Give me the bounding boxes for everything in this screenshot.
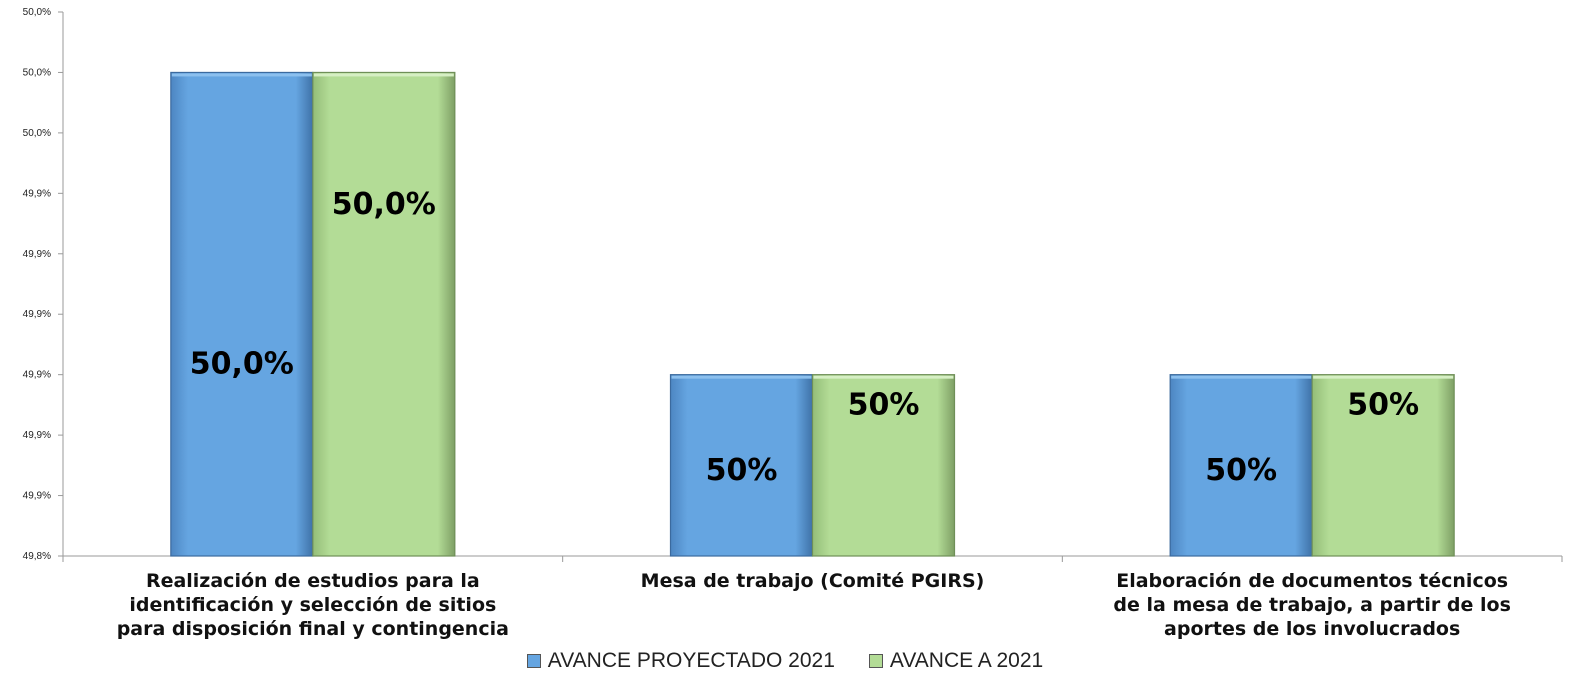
data-label: 50%	[706, 453, 778, 488]
y-tick-label: 50,0%	[23, 7, 51, 18]
bar-top-highlight	[813, 375, 954, 379]
x-category-label: para disposición final y contingencia	[117, 618, 509, 640]
bar-chart: 2013-2021 49,8% 49,9% 49,9% 49,9% 49,9% 49,9%…	[23, 0, 1563, 640]
x-category-label: de la mesa de trabajo, a partir de los	[1113, 594, 1510, 616]
legend: AVANCE PROYECTADO 2021 AVANCE A 2021	[0, 648, 1570, 674]
legend-label: AVANCE PROYECTADO 2021	[547, 649, 835, 672]
y-tick-label: 49,9%	[23, 309, 51, 320]
bar-avance-a-2021	[811, 374, 956, 557]
y-tick-label: 50,0%	[23, 67, 51, 78]
bar-top-highlight	[1313, 375, 1454, 379]
data-label: 50%	[848, 388, 920, 423]
bar-top-highlight	[313, 73, 454, 77]
y-tick-label: 49,9%	[23, 370, 51, 381]
x-category-label: aportes de los involucrados	[1164, 618, 1460, 640]
bar-top-highlight	[671, 375, 812, 379]
chart-title: 2013-2021	[756, 0, 935, 4]
category-labels: Realización de estudios para laidentific…	[117, 570, 1511, 640]
x-axis	[62, 555, 1563, 562]
bars	[170, 71, 1455, 557]
y-tick-label: 49,9%	[23, 188, 51, 199]
bar-avance-a-2021	[312, 71, 456, 557]
y-axis: 49,8% 49,9% 49,9% 49,9% 49,9% 49,9% 49,9% 50,0%…	[23, 7, 64, 562]
data-label: 50%	[1205, 453, 1277, 488]
data-label: 50%	[1347, 388, 1419, 423]
legend-item: AVANCE PROYECTADO 2021	[526, 649, 835, 673]
y-tick-label: 49,9%	[23, 491, 51, 502]
legend-swatch	[868, 654, 883, 668]
y-tick-label: 49,9%	[23, 249, 51, 260]
data-labels: 50,0% 50,0% 50% 50% 50% 50%	[190, 187, 1419, 488]
y-tick-label: 50,0%	[23, 128, 51, 139]
x-category-label: Mesa de trabajo (Comité PGIRS)	[641, 570, 985, 592]
legend-swatch	[526, 654, 541, 668]
legend-item: AVANCE A 2021	[868, 649, 1044, 673]
x-category-label: Elaboración de documentos técnicos	[1116, 570, 1508, 592]
bar-top-highlight	[171, 73, 312, 77]
y-tick-label: 49,9%	[23, 430, 51, 441]
x-category-label: identificación y selección de sitios	[129, 594, 496, 616]
data-label: 50,0%	[332, 187, 436, 222]
bar-top-highlight	[1171, 375, 1312, 379]
legend-label: AVANCE A 2021	[889, 649, 1044, 672]
bar-avance-a-2021	[1311, 374, 1455, 557]
bar-avance-proyectado	[1169, 374, 1313, 557]
y-tick-label: 49,8%	[23, 551, 51, 562]
data-label: 50,0%	[190, 347, 294, 382]
x-category-label: Realización de estudios para la	[146, 570, 480, 592]
bar-avance-proyectado	[170, 71, 314, 557]
